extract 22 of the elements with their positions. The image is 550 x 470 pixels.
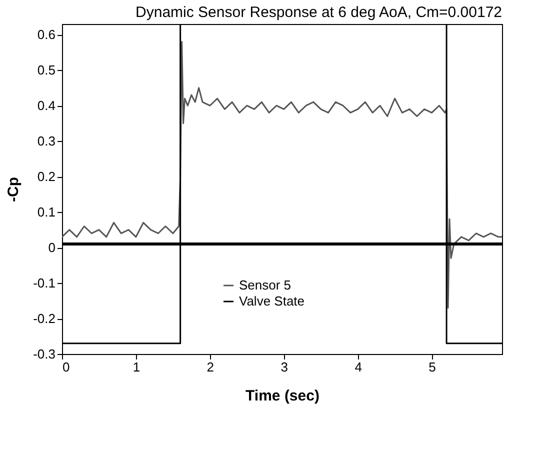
y-axis-title: -Cp (5, 177, 22, 202)
legend-label: Sensor 5 (239, 278, 292, 292)
y-tick-label: 0.2 (37, 169, 56, 184)
x-tick-label: 3 (280, 360, 288, 374)
y-tick-label: -0.3 (33, 346, 56, 362)
x-tick-label: 2 (206, 360, 214, 374)
legend-label: Valve State (239, 294, 305, 308)
chart-title: Dynamic Sensor Response at 6 deg AoA, Cm=0.00172 (136, 4, 502, 21)
x-axis-title: Time (sec) (246, 388, 320, 404)
y-tick-label: -0.1 (33, 276, 56, 291)
y-tick-label: 0.6 (37, 27, 56, 42)
y-tick-label: 0.5 (37, 62, 56, 78)
x-tick-label: 5 (428, 360, 436, 374)
y-tick-label: 0 (48, 240, 56, 256)
x-tick-label: 0 (62, 360, 70, 374)
y-tick-label: 0.3 (37, 134, 56, 149)
y-tick-label: 0.1 (37, 204, 56, 220)
y-tick-label: -0.2 (33, 311, 56, 326)
y-tick-label: 0.4 (37, 98, 56, 114)
x-tick-label: 4 (354, 360, 362, 374)
x-tick-label: 1 (132, 360, 140, 374)
line-series (62, 40, 502, 309)
